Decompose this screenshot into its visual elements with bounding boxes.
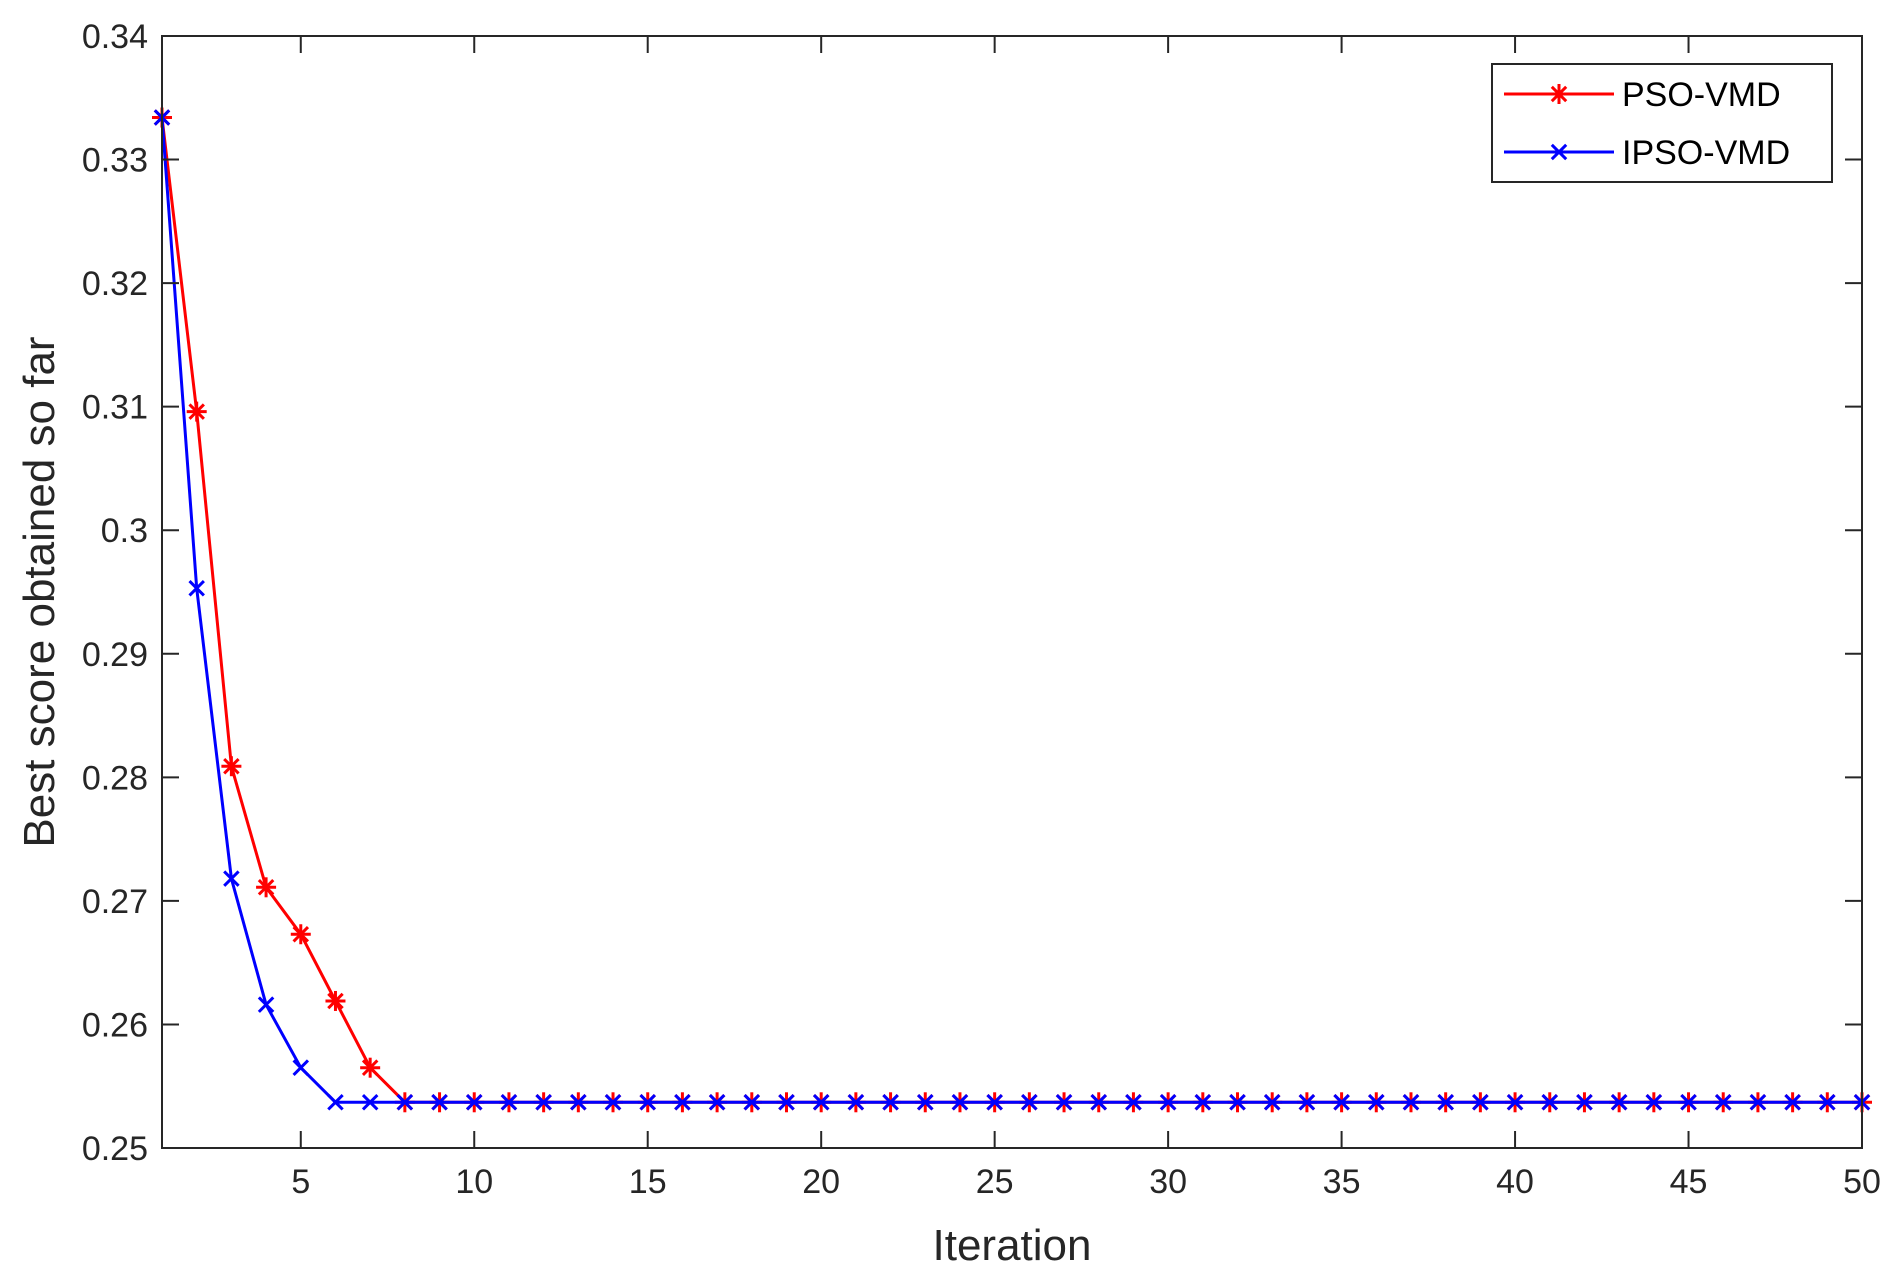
data-point-pso-vmd xyxy=(221,756,242,777)
data-point-ipso-vmd xyxy=(188,580,205,597)
data-point-pso-vmd xyxy=(256,877,277,898)
x-tick-label: 5 xyxy=(291,1163,310,1201)
data-point-ipso-vmd xyxy=(674,1094,691,1111)
data-point-ipso-vmd xyxy=(1263,1094,1281,1111)
x-tick-label: 45 xyxy=(1670,1163,1708,1201)
data-point-ipso-vmd xyxy=(743,1094,761,1111)
data-point-ipso-vmd xyxy=(1610,1094,1628,1111)
x-tick-label: 15 xyxy=(629,1163,667,1201)
data-point-ipso-vmd xyxy=(223,870,240,887)
data-point-ipso-vmd xyxy=(1090,1094,1107,1111)
series-ipso-vmd xyxy=(153,109,1871,1111)
legend: PSO-VMD IPSO-VMD xyxy=(1491,63,1833,183)
series-line-ipso-vmd xyxy=(160,117,1862,1104)
data-point-ipso-vmd xyxy=(1194,1094,1212,1111)
y-tick-label: 0.27 xyxy=(82,883,148,921)
data-point-ipso-vmd xyxy=(1021,1094,1038,1111)
data-point-ipso-vmd xyxy=(986,1094,1003,1111)
legend-marker xyxy=(1550,143,1568,161)
data-point-ipso-vmd xyxy=(396,1094,414,1111)
y-tick-label: 0.34 xyxy=(82,18,148,56)
series-layer xyxy=(152,107,1872,1113)
x-tick-label: 35 xyxy=(1323,1163,1361,1201)
y-tick-label: 0.26 xyxy=(82,1006,148,1044)
data-point-ipso-vmd xyxy=(1576,1094,1593,1111)
data-point-ipso-vmd xyxy=(1819,1094,1836,1111)
data-point-ipso-vmd xyxy=(1229,1094,1246,1111)
data-point-ipso-vmd xyxy=(1472,1094,1489,1111)
legend-entry: IPSO-VMD xyxy=(1504,134,1790,172)
data-point-ipso-vmd xyxy=(1298,1094,1316,1111)
legend-label: PSO-VMD xyxy=(1622,76,1781,114)
plot-frame xyxy=(161,35,1863,1149)
data-point-pso-vmd xyxy=(290,924,311,945)
y-axis: 0.25 0.26 0.27 0.28 0.29 0.3 0.31 0.32 0.33 0.34 xyxy=(82,18,1862,1168)
data-point-ipso-vmd xyxy=(465,1094,483,1111)
x-tick-label: 25 xyxy=(976,1163,1014,1201)
y-tick-label: 0.25 xyxy=(82,1130,148,1168)
data-point-ipso-vmd xyxy=(1437,1094,1454,1111)
data-point-ipso-vmd xyxy=(708,1094,726,1111)
data-point-ipso-vmd xyxy=(812,1094,830,1111)
data-point-ipso-vmd xyxy=(327,1094,344,1111)
data-point-ipso-vmd xyxy=(1506,1094,1524,1111)
legend-box xyxy=(1491,63,1833,183)
y-tick-label: 0.32 xyxy=(82,265,148,303)
data-point-ipso-vmd xyxy=(882,1094,899,1111)
data-point-ipso-vmd xyxy=(570,1094,587,1111)
data-point-ipso-vmd xyxy=(1714,1094,1732,1111)
legend-label: IPSO-VMD xyxy=(1622,134,1790,172)
y-tick-label: 0.33 xyxy=(82,142,148,180)
y-tick-label: 0.29 xyxy=(82,636,148,674)
y-tick-label: 0.28 xyxy=(82,759,148,797)
data-point-ipso-vmd xyxy=(431,1094,448,1111)
data-point-ipso-vmd xyxy=(1159,1094,1177,1111)
data-point-ipso-vmd xyxy=(257,996,275,1013)
data-point-ipso-vmd xyxy=(847,1094,865,1111)
data-point-ipso-vmd xyxy=(361,1094,379,1111)
y-axis-label: Best score obtained so far xyxy=(15,336,64,847)
plot-area xyxy=(162,36,1862,1148)
x-tick-label: 40 xyxy=(1496,1163,1534,1201)
legend-entry: PSO-VMD xyxy=(1504,76,1781,114)
data-point-ipso-vmd xyxy=(1784,1094,1801,1111)
data-point-ipso-vmd xyxy=(951,1094,969,1111)
data-point-ipso-vmd xyxy=(292,1059,310,1076)
x-axis: 5 10 15 20 25 30 35 40 45 50 xyxy=(291,36,1881,1201)
data-point-ipso-vmd xyxy=(1541,1094,1559,1111)
data-point-pso-vmd xyxy=(186,401,207,422)
y-tick-label: 0.3 xyxy=(101,512,148,550)
data-point-ipso-vmd xyxy=(500,1094,518,1111)
x-tick-label: 20 xyxy=(802,1163,840,1201)
x-tick-label: 10 xyxy=(455,1163,493,1201)
data-point-pso-vmd xyxy=(360,1057,381,1078)
data-point-ipso-vmd xyxy=(1645,1094,1663,1111)
data-point-ipso-vmd xyxy=(639,1094,656,1111)
data-point-ipso-vmd xyxy=(1333,1094,1350,1111)
data-point-ipso-vmd xyxy=(778,1094,795,1111)
data-point-ipso-vmd xyxy=(1055,1094,1073,1111)
data-point-ipso-vmd xyxy=(1680,1094,1697,1111)
y-tick-label: 0.31 xyxy=(82,389,148,427)
x-tick-label: 30 xyxy=(1149,1163,1187,1201)
data-point-ipso-vmd xyxy=(1749,1094,1767,1111)
data-point-pso-vmd xyxy=(325,990,346,1011)
data-point-ipso-vmd xyxy=(535,1094,552,1111)
data-point-ipso-vmd xyxy=(917,1094,934,1111)
data-point-ipso-vmd xyxy=(1368,1094,1385,1111)
data-point-ipso-vmd xyxy=(1125,1094,1142,1111)
data-point-ipso-vmd xyxy=(604,1094,622,1111)
data-point-ipso-vmd xyxy=(1402,1094,1420,1111)
legend-marker xyxy=(1549,84,1569,104)
x-axis-label: Iteration xyxy=(933,1221,1092,1270)
x-tick-label: 50 xyxy=(1843,1163,1881,1201)
